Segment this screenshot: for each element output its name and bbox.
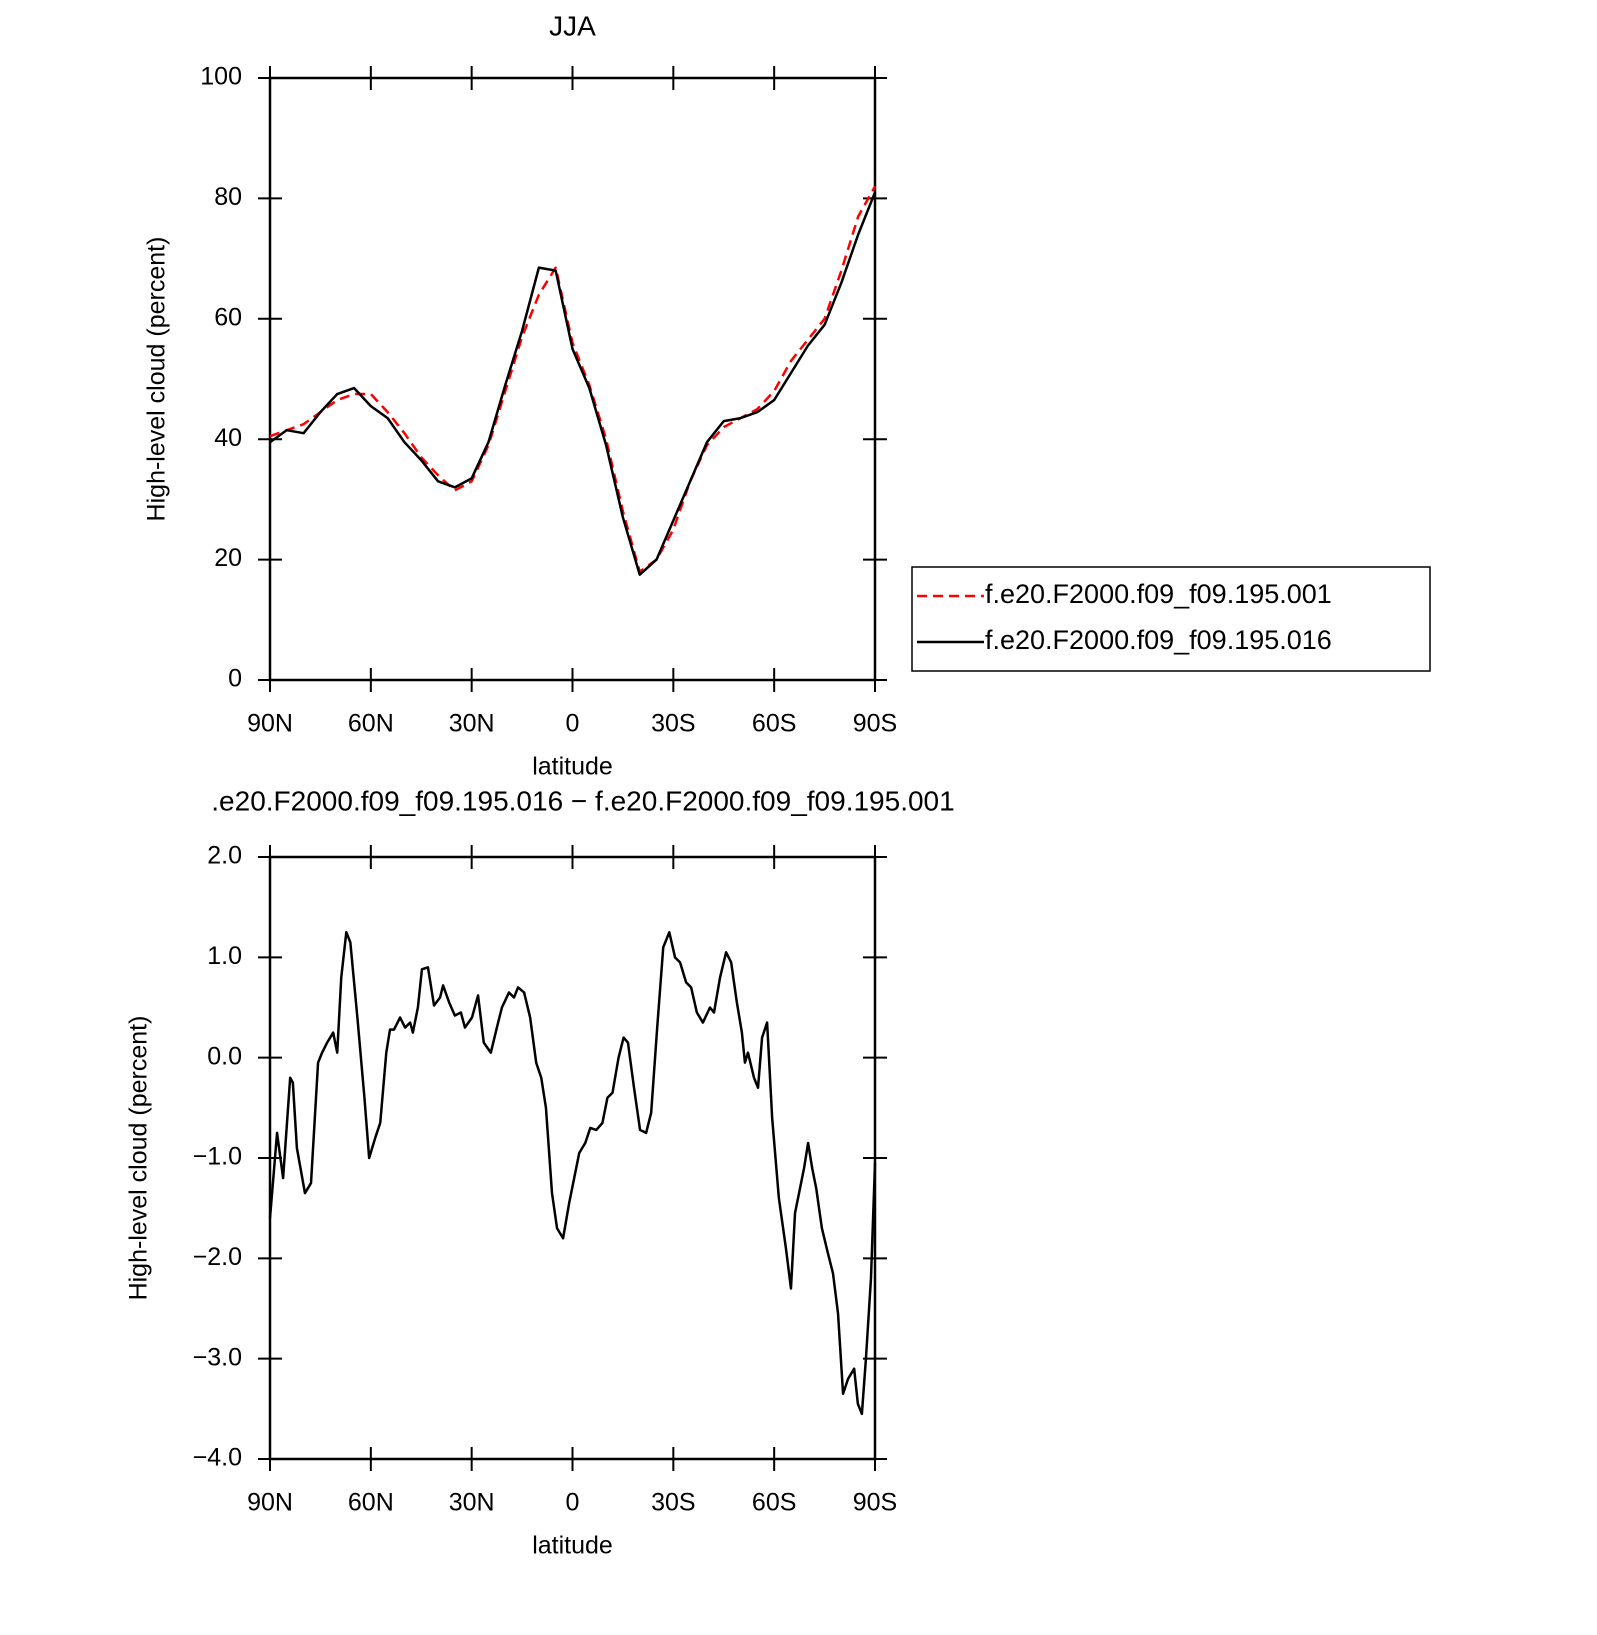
chart-title: JJA	[549, 10, 596, 41]
x-tick-label: 30S	[651, 710, 695, 738]
x-tick-label: 30N	[449, 1489, 495, 1517]
x-tick-label: 30S	[651, 1489, 695, 1517]
x-axis-title: latitude	[532, 1532, 613, 1560]
y-tick-label: −2.0	[193, 1243, 242, 1271]
x-tick-label: 60S	[752, 1489, 796, 1517]
y-tick-label: 0	[228, 665, 242, 693]
y-tick-label: 60	[214, 303, 242, 331]
y-axis-title: High-level cloud (percent)	[143, 237, 171, 522]
y-tick-label: 0.0	[207, 1042, 242, 1070]
legend-label: f.e20.F2000.f09_f09.195.001	[985, 579, 1332, 609]
x-tick-label: 90N	[247, 710, 293, 738]
x-tick-label: 0	[566, 1489, 580, 1517]
chart-title: .e20.F2000.f09_f09.195.016 − f.e20.F2000…	[211, 785, 954, 816]
legend-label: f.e20.F2000.f09_f09.195.016	[985, 625, 1332, 655]
plot-frame	[268, 76, 877, 682]
x-tick-label: 60N	[348, 710, 394, 738]
data-line	[269, 191, 877, 576]
y-tick-label: 1.0	[207, 942, 242, 970]
x-axis-title: latitude	[532, 753, 613, 781]
x-tick-label: 30N	[449, 710, 495, 738]
y-tick-label: −1.0	[193, 1143, 242, 1171]
y-tick-label: 2.0	[207, 842, 242, 870]
x-tick-label: 60N	[348, 1489, 394, 1517]
plot-frame	[268, 855, 877, 1461]
data-line	[269, 185, 877, 573]
x-tick-label: 90S	[853, 1489, 897, 1517]
x-tick-label: 60S	[752, 710, 796, 738]
x-tick-label: 90S	[853, 710, 897, 738]
y-tick-label: 80	[214, 183, 242, 211]
y-axis-title: High-level cloud (percent)	[125, 1016, 153, 1301]
y-tick-label: −4.0	[193, 1444, 242, 1472]
y-tick-label: 20	[214, 544, 242, 572]
y-tick-label: 100	[200, 63, 242, 91]
legend-box	[911, 566, 1431, 672]
data-line	[268, 931, 877, 1416]
y-tick-label: −3.0	[193, 1343, 242, 1371]
x-tick-label: 90N	[247, 1489, 293, 1517]
y-tick-label: 40	[214, 424, 242, 452]
x-tick-label: 0	[566, 710, 580, 738]
